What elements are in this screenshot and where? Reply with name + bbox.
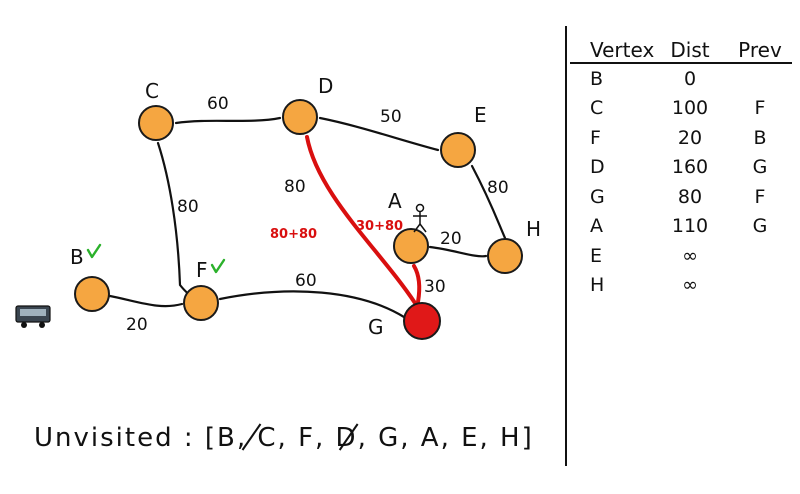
vertex-cell: F (590, 126, 601, 149)
node-d (282, 99, 318, 135)
edge-weight-b-f: 20 (126, 315, 148, 335)
edge-c-d (174, 116, 282, 125)
table-header-row: Vertex Dist Prev (570, 30, 792, 64)
edge-weight-e-h: 80 (487, 178, 509, 198)
edge-b-f (108, 294, 184, 308)
table-row: D 160 G (570, 153, 792, 183)
prev-cell: F (754, 97, 766, 120)
node-label-f: F (196, 258, 208, 282)
edge-d-g (305, 135, 417, 305)
node-label-c: C (145, 79, 159, 103)
dist-cell: 0 (683, 67, 697, 90)
node-a (393, 228, 429, 264)
visited-check-icon (210, 258, 226, 274)
vertex-cell: E (590, 244, 603, 267)
distance-table: Vertex Dist Prev B 0 C 100 F F 20 B D 160 G G 80 F A 11… (570, 30, 792, 300)
edge-weight-a-g: 30 (424, 277, 446, 297)
dist-cell: 80 (677, 185, 703, 208)
prev-column-header: Prev (738, 38, 782, 62)
dist-cell: ∞ (682, 274, 698, 297)
unvisited-list: Unvisited : [B, C, F, D, G, A, E, H] (34, 423, 534, 453)
dist-cell: 110 (671, 215, 709, 238)
edge-weight-a-h: 20 (440, 229, 462, 249)
edge-c-f (156, 141, 197, 300)
prev-cell: G (752, 156, 768, 179)
dist-cell: 100 (671, 97, 709, 120)
edge-e-h (470, 164, 507, 240)
vertex-cell: A (590, 215, 603, 238)
vertex-cell: B (590, 67, 604, 90)
car-doodle-icon (15, 305, 51, 328)
node-label-d: D (318, 74, 333, 98)
node-label-g: G (368, 315, 384, 339)
node-label-b: B (70, 245, 84, 269)
node-h (487, 238, 523, 274)
vertex-cell: H (590, 274, 605, 297)
prev-cell: B (753, 126, 767, 149)
prev-cell: G (752, 215, 768, 238)
node-g (403, 302, 441, 340)
table-divider (565, 26, 567, 466)
visited-check-icon (86, 243, 102, 259)
edge-weight-d-g: 80 (284, 177, 306, 197)
a-update-note: 30+80 (356, 219, 403, 234)
node-f (183, 285, 219, 321)
strike-mark (338, 423, 359, 451)
prev-cell: F (754, 185, 766, 208)
table-row: E ∞ (570, 241, 792, 271)
strike-mark (241, 423, 262, 451)
edge-d-e (318, 116, 440, 152)
dist-cell: ∞ (682, 244, 698, 267)
edge-weight-c-f: 80 (177, 197, 199, 217)
vertex-cell: G (590, 185, 605, 208)
dist-column-header: Dist (670, 38, 710, 62)
edge-a-h (428, 245, 488, 258)
edge-weight-c-d: 60 (207, 94, 229, 114)
table-row: F 20 B (570, 123, 792, 153)
person-doodle-icon (413, 203, 427, 233)
vertex-column-header: Vertex (590, 38, 655, 62)
table-row: C 100 F (570, 94, 792, 124)
vertex-cell: C (590, 97, 604, 120)
table-row: H ∞ (570, 271, 792, 301)
node-c (138, 105, 174, 141)
vertex-cell: D (590, 156, 605, 179)
node-b (74, 276, 110, 312)
edge-a-g (412, 264, 422, 304)
node-label-a: A (388, 189, 402, 213)
dist-cell: 20 (677, 126, 703, 149)
table-row: G 80 F (570, 182, 792, 212)
node-label-h: H (526, 217, 541, 241)
dist-cell: 160 (671, 156, 709, 179)
table-row: A 110 G (570, 212, 792, 242)
edge-weight-f-g: 60 (295, 271, 317, 291)
node-e (440, 132, 476, 168)
edge-weight-d-e: 50 (380, 107, 402, 127)
node-label-e: E (474, 103, 487, 127)
d-update-note: 80+80 (270, 227, 317, 242)
table-body: B 0 C 100 F F 20 B D 160 G G 80 F A 110 G E ∞ H ∞ (570, 64, 792, 300)
edge-f-g (218, 290, 406, 319)
